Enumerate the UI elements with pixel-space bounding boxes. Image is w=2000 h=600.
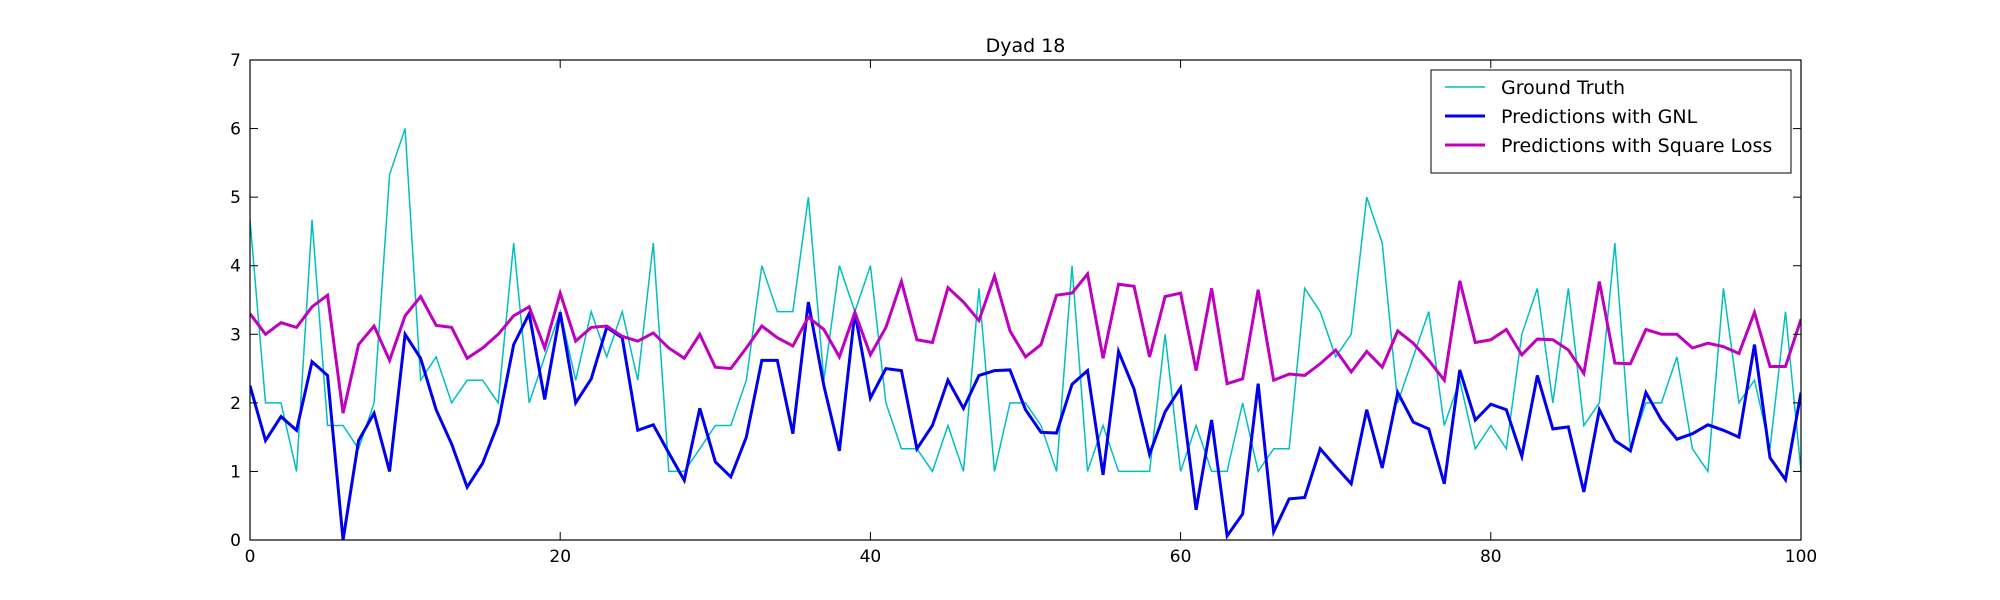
plot-frame — [249, 59, 1802, 541]
y-tick-label: 6 — [230, 120, 241, 140]
x-tick-label: 60 — [1170, 547, 1192, 567]
x-tick-label: 0 — [245, 547, 256, 567]
series-layer — [250, 128, 1801, 540]
series-line-2 — [250, 301, 1801, 540]
legend-label: Predictions with GNL — [1501, 106, 1698, 128]
axis-ticks: 0 20 40 60 80 100 0 1 2 3 4 5 6 7 — [230, 51, 1817, 567]
y-tick-label: 3 — [230, 325, 241, 345]
x-tick-label: 80 — [1480, 547, 1502, 567]
legend: Ground Truth Predictions with GNL Predicti… — [1430, 69, 1792, 174]
chart-title: Dyad 18 — [986, 35, 1066, 57]
y-tick-label: 5 — [230, 188, 241, 208]
y-tick-label: 1 — [230, 462, 241, 482]
legend-box — [1430, 69, 1792, 174]
x-tick-label: 20 — [549, 547, 571, 567]
y-tick-label: 2 — [230, 394, 241, 414]
legend-label: Predictions with Square Loss — [1501, 135, 1772, 157]
series-line-1 — [250, 128, 1801, 474]
y-tick-label: 4 — [230, 257, 241, 277]
x-tick-label: 40 — [860, 547, 882, 567]
legend-label: Ground Truth — [1501, 77, 1625, 99]
series-line-3 — [250, 270, 1801, 414]
y-tick-label: 0 — [230, 531, 241, 551]
x-tick-label: 100 — [1785, 547, 1817, 567]
y-tick-label: 7 — [230, 51, 241, 71]
